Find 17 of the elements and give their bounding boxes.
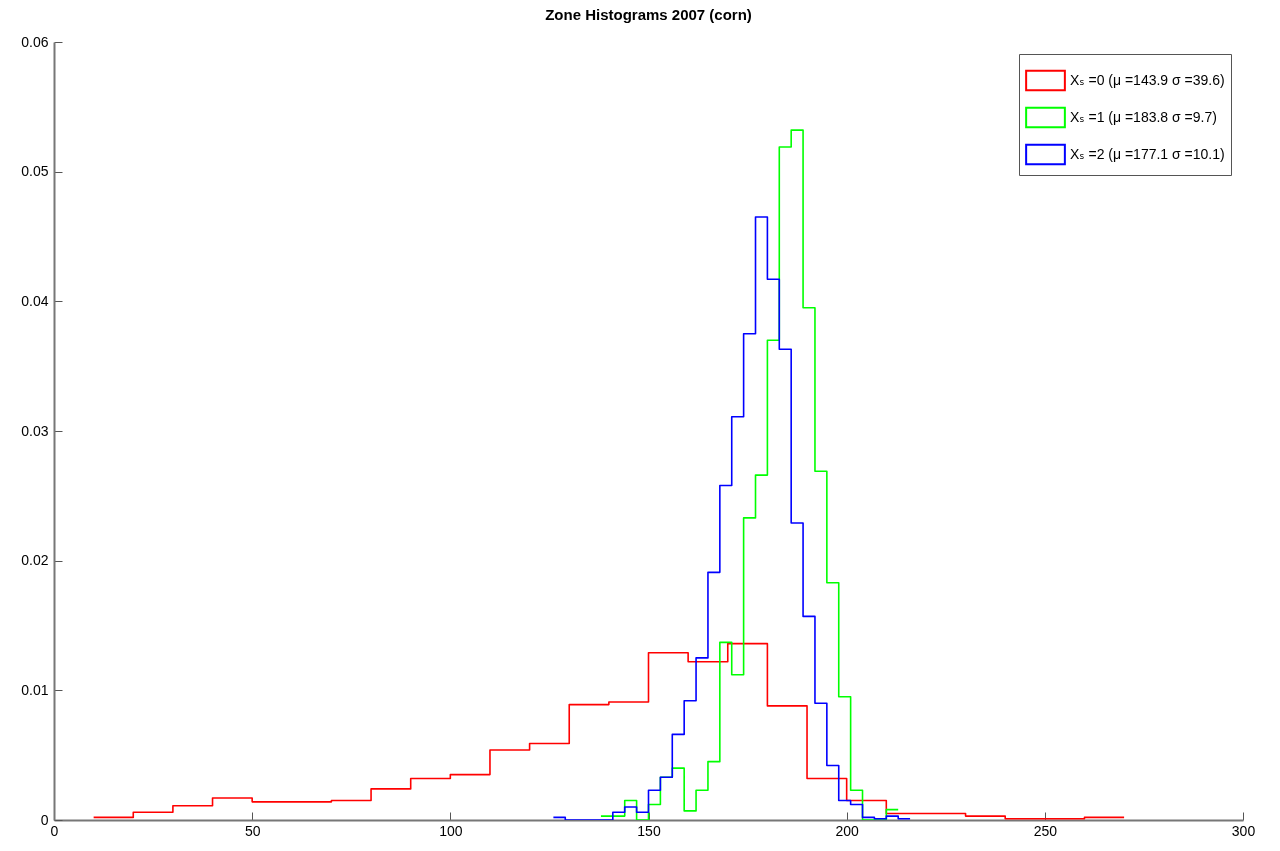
y-tick-label: 0.04: [21, 292, 49, 309]
y-tick-label: 0.03: [21, 422, 49, 439]
legend-label: Xₛ =1 (μ =183.8 σ =9.7): [1070, 108, 1217, 125]
x-tick-label: 150: [637, 822, 661, 839]
legend-label: Xₛ =0 (μ =143.9 σ =39.6): [1070, 71, 1225, 88]
chart-title: Zone Histograms 2007 (corn): [545, 6, 752, 23]
x-tick-label: 50: [244, 822, 261, 839]
y-tick-label: 0.05: [21, 163, 49, 180]
y-tick-label: 0.02: [21, 552, 49, 569]
legend-label: Xₛ =2 (μ =177.1 σ =10.1): [1070, 145, 1225, 162]
x-tick-label: 250: [1033, 822, 1058, 839]
x-tick-label: 100: [439, 822, 463, 839]
y-tick-label: 0.06: [21, 33, 49, 50]
y-tick-label: 0: [40, 811, 49, 828]
y-tick-label: 0.01: [21, 681, 49, 698]
x-tick-label: 300: [1231, 822, 1256, 839]
x-tick-label: 200: [835, 822, 860, 839]
